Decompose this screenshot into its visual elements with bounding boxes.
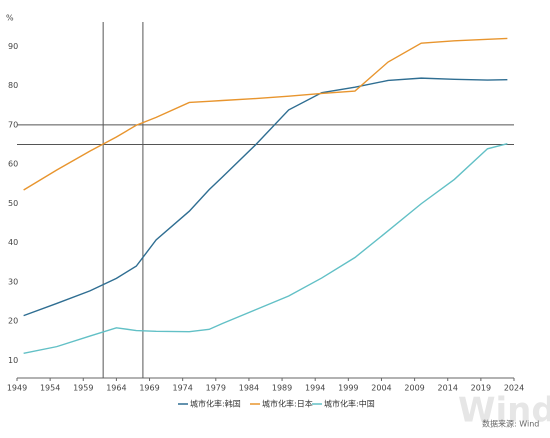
x-tick-label: 2004 bbox=[371, 384, 391, 393]
y-tick-label: 60 bbox=[8, 160, 18, 169]
x-tick-label: 1999 bbox=[338, 384, 358, 393]
x-tick-label: 1959 bbox=[73, 384, 93, 393]
x-tick-label: 1969 bbox=[139, 384, 159, 393]
y-unit: % bbox=[6, 14, 14, 23]
y-tick-label: 30 bbox=[8, 277, 18, 286]
x-tick-label: 1984 bbox=[239, 384, 259, 393]
x-tick-label: 1994 bbox=[305, 384, 325, 393]
y-tick-label: 70 bbox=[8, 120, 18, 129]
x-tick-label: 1954 bbox=[40, 384, 60, 393]
line-series bbox=[23, 37, 508, 191]
source: 数据来源: Wind bbox=[482, 419, 539, 429]
y-tick-label: 40 bbox=[8, 238, 18, 247]
y-tick-label: 10 bbox=[8, 356, 18, 365]
y-tick-label: 20 bbox=[8, 317, 18, 326]
legend-label: 城市化率:日本 bbox=[262, 399, 313, 409]
x-tick-label: 2014 bbox=[438, 384, 458, 393]
y-tick-label: 50 bbox=[8, 199, 18, 208]
legend-label: 城市化率:韩国 bbox=[190, 399, 241, 409]
y-tick-label: 90 bbox=[8, 42, 18, 51]
x-tick-label: 2009 bbox=[404, 384, 424, 393]
y-tick-label: 80 bbox=[8, 81, 18, 90]
x-tick-label: 1974 bbox=[172, 384, 192, 393]
x-tick-label: 1979 bbox=[206, 384, 226, 393]
legend-label: 城市化率:中国 bbox=[324, 399, 375, 409]
line-series bbox=[23, 77, 508, 317]
x-tick-label: 2024 bbox=[504, 384, 524, 393]
x-tick-label: 1964 bbox=[106, 384, 126, 393]
x-tick-label: 1989 bbox=[272, 384, 292, 393]
x-tick-label: 1949 bbox=[7, 384, 27, 393]
x-tick-label: 2019 bbox=[471, 384, 491, 393]
line-series bbox=[23, 143, 508, 354]
watermark: Wind bbox=[458, 391, 550, 431]
